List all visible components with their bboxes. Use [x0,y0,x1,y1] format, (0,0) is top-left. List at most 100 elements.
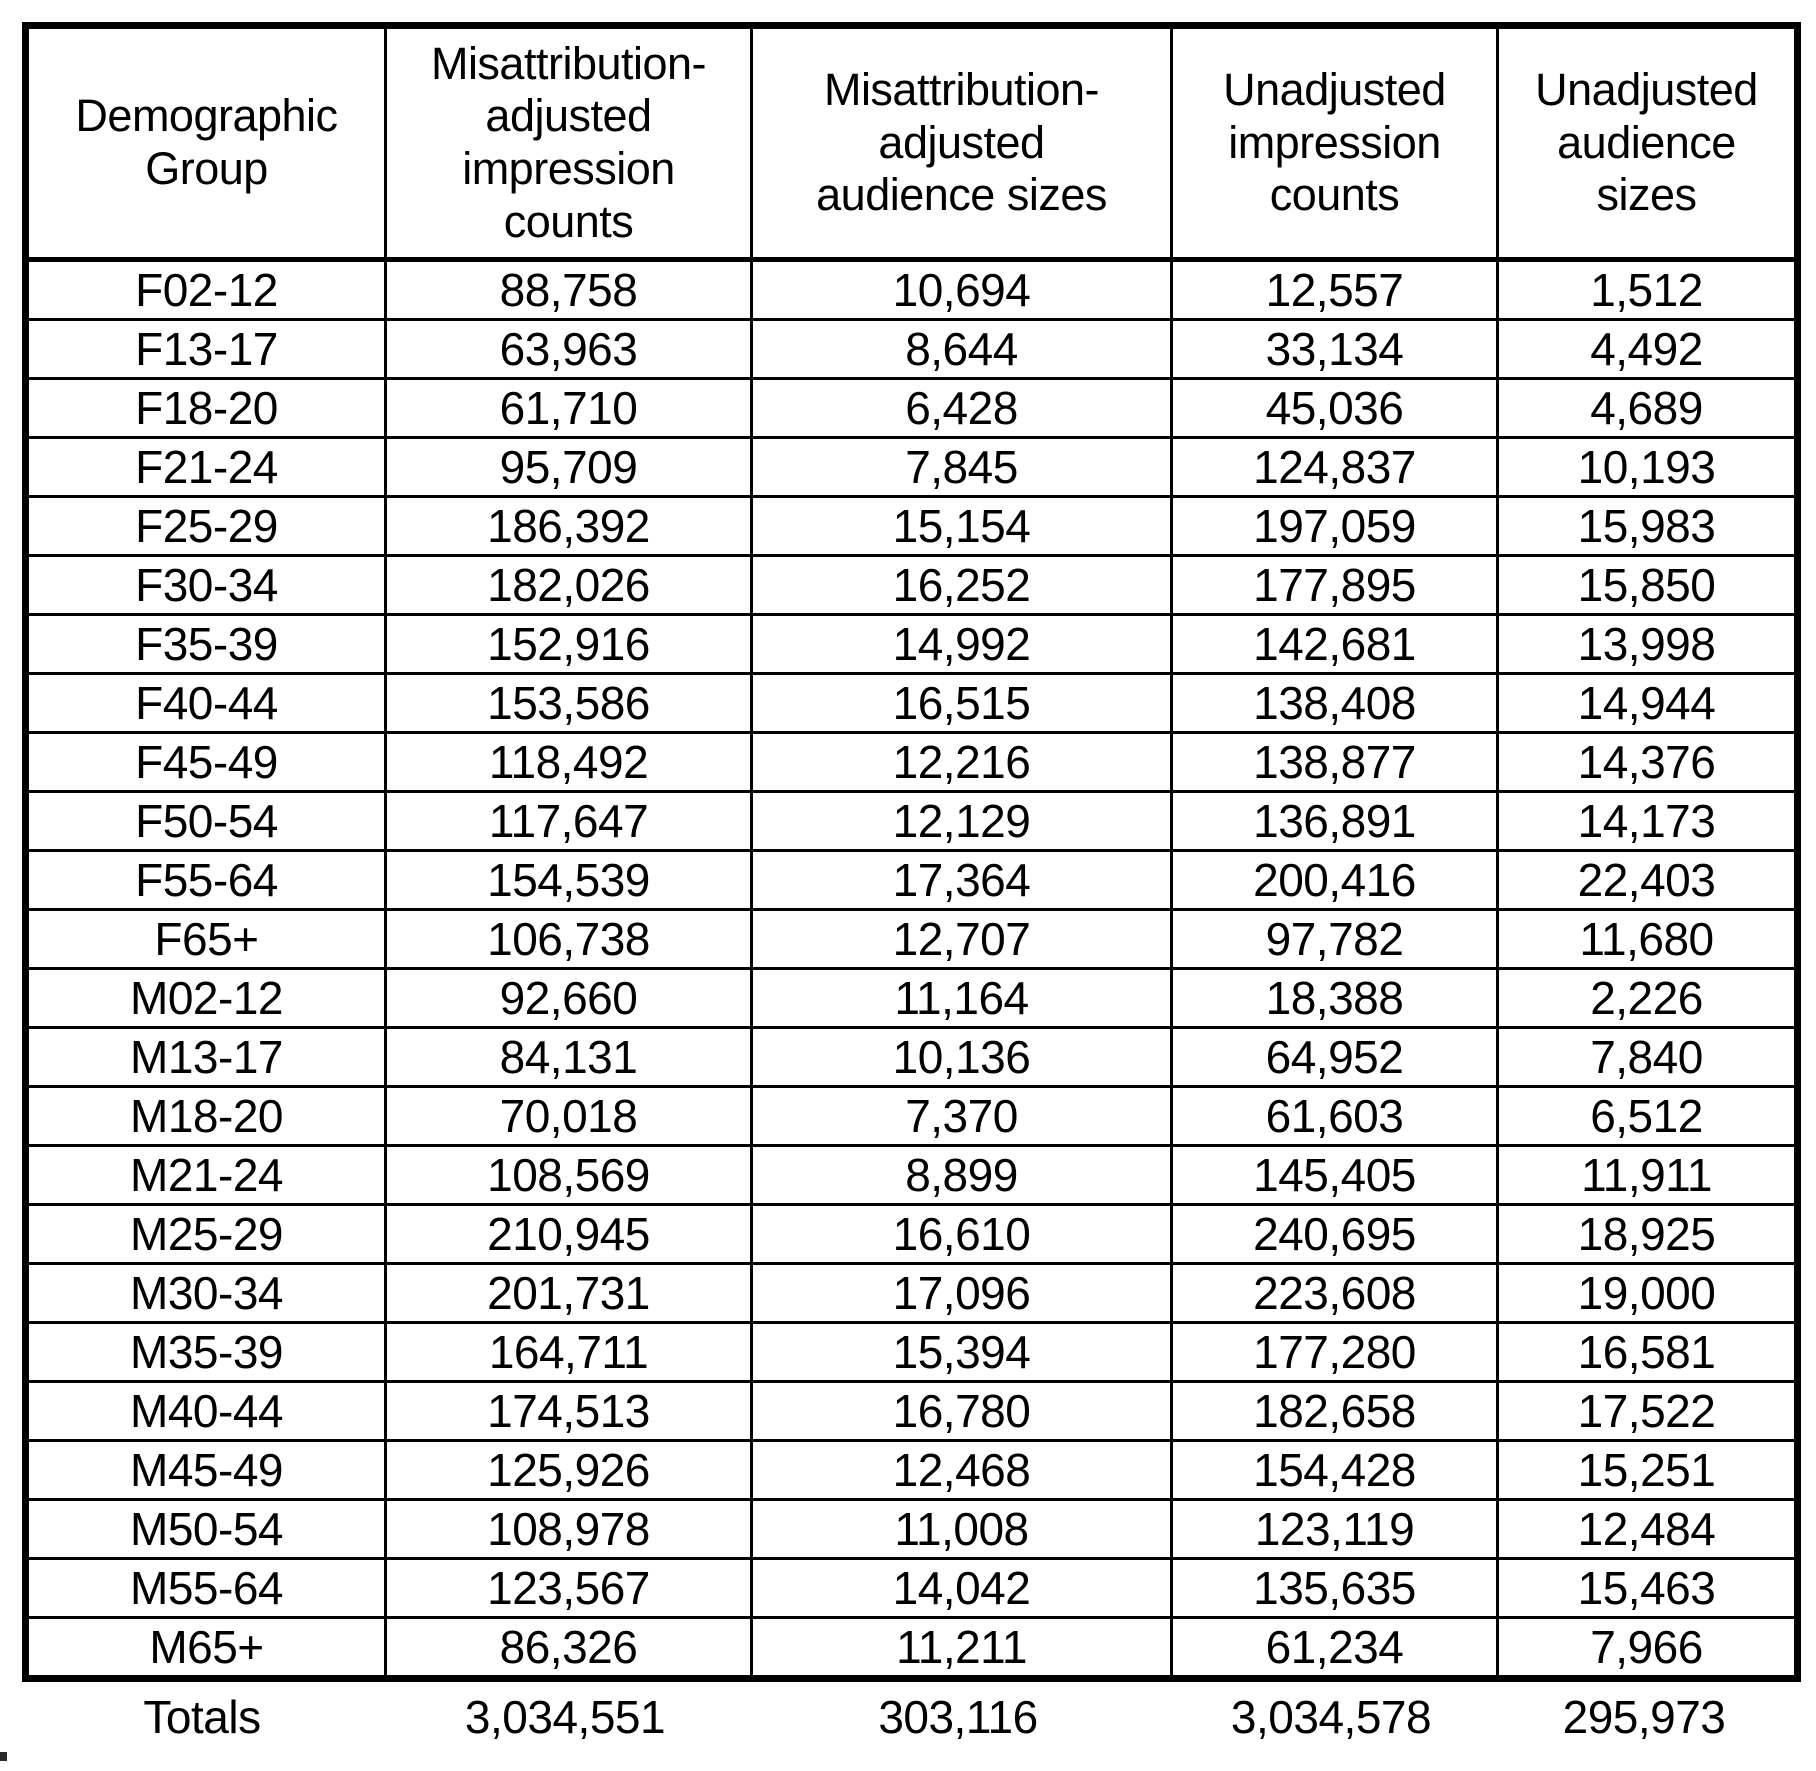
table-row: M21-24 108,569 8,899 145,405 11,911 [24,1144,1799,1206]
demographics-table: Demographic Group Misattribution- adjuste… [22,22,1801,1682]
totals-value: 3,034,551 [464,1691,666,1743]
cell-value: 223,608 [1170,1262,1499,1324]
cell-value: 97,782 [1170,908,1499,970]
cell-value: 10,694 [750,258,1173,321]
cell-value: 154,539 [384,849,753,911]
table-row: F21-24 95,709 7,845 124,837 10,193 [24,436,1799,498]
row-label: F40-44 [24,672,387,734]
row-label: M18-20 [24,1085,387,1147]
column-header: Unadjusted audience sizes [1496,24,1799,262]
cell-value: 17,522 [1496,1380,1799,1442]
table-row: M65+ 86,326 11,211 61,234 7,966 [24,1616,1799,1680]
totals-value: 295,973 [1562,1691,1726,1743]
cell-value: 11,164 [750,967,1173,1029]
cell-value: 63,963 [384,318,753,380]
cell-value: 135,635 [1170,1557,1499,1619]
table-row: F13-17 63,963 8,644 33,134 4,492 [24,318,1799,380]
cell-value: 14,042 [750,1557,1173,1619]
cell-value: 118,492 [384,731,753,793]
cell-value: 124,837 [1170,436,1499,498]
cell-value: 12,484 [1496,1498,1799,1560]
row-label: M13-17 [24,1026,387,1088]
table-row: M55-64 123,567 14,042 135,635 15,463 [24,1557,1799,1619]
cell-value: 8,644 [750,318,1173,380]
row-label: F21-24 [24,436,387,498]
cell-value: 7,840 [1496,1026,1799,1088]
cell-value: 11,911 [1496,1144,1799,1206]
row-label: F35-39 [24,613,387,675]
cell-value: 4,689 [1496,377,1799,439]
cell-value: 15,850 [1496,554,1799,616]
row-label: M02-12 [24,967,387,1029]
column-header: Misattribution- adjusted impression coun… [384,24,753,262]
table-row: M50-54 108,978 11,008 123,119 12,484 [24,1498,1799,1560]
column-header: Misattribution- adjusted audience sizes [750,24,1173,262]
cell-value: 84,131 [384,1026,753,1088]
cell-value: 61,710 [384,377,753,439]
table-row: F30-34 182,026 16,252 177,895 15,850 [24,554,1799,616]
cell-value: 14,376 [1496,731,1799,793]
row-label: F55-64 [24,849,387,911]
cell-value: 154,428 [1170,1439,1499,1501]
cell-value: 108,978 [384,1498,753,1560]
table-row: F02-12 88,758 10,694 12,557 1,512 [24,258,1799,321]
table-row: F45-49 118,492 12,216 138,877 14,376 [24,731,1799,793]
row-label: F18-20 [24,377,387,439]
cell-value: 11,211 [750,1616,1173,1680]
table-row: M35-39 164,711 15,394 177,280 16,581 [24,1321,1799,1383]
cell-value: 15,154 [750,495,1173,557]
totals-label: Totals [143,1691,261,1743]
cell-value: 12,468 [750,1439,1173,1501]
row-label: M40-44 [24,1380,387,1442]
row-label: M65+ [24,1616,387,1680]
table-row: M45-49 125,926 12,468 154,428 15,251 [24,1439,1799,1501]
cell-value: 117,647 [384,790,753,852]
table-body: F02-12 88,758 10,694 12,557 1,512 F13-17 63,96… [24,258,1799,1680]
cell-value: 14,944 [1496,672,1799,734]
cell-value: 15,251 [1496,1439,1799,1501]
cell-value: 16,780 [750,1380,1173,1442]
cell-value: 123,567 [384,1557,753,1619]
cell-value: 64,952 [1170,1026,1499,1088]
row-label: F02-12 [24,258,387,321]
cell-value: 164,711 [384,1321,753,1383]
row-label: M55-64 [24,1557,387,1619]
table-row: M30-34 201,731 17,096 223,608 19,000 [24,1262,1799,1324]
row-label: M45-49 [24,1439,387,1501]
cell-value: 12,129 [750,790,1173,852]
cell-value: 15,463 [1496,1557,1799,1619]
cell-value: 13,998 [1496,613,1799,675]
table-row: F18-20 61,710 6,428 45,036 4,689 [24,377,1799,439]
cell-value: 33,134 [1170,318,1499,380]
scan-artifact-mark [0,1752,7,1761]
cell-value: 240,695 [1170,1203,1499,1265]
row-label: F25-29 [24,495,387,557]
cell-value: 12,557 [1170,258,1499,321]
cell-value: 15,394 [750,1321,1173,1383]
cell-value: 136,891 [1170,790,1499,852]
table-row: M02-12 92,660 11,164 18,388 2,226 [24,967,1799,1029]
row-label: M50-54 [24,1498,387,1560]
cell-value: 11,008 [750,1498,1173,1560]
row-label: F30-34 [24,554,387,616]
cell-value: 182,658 [1170,1380,1499,1442]
cell-value: 14,173 [1496,790,1799,852]
cell-value: 2,226 [1496,967,1799,1029]
header-row: Demographic Group Misattribution- adjuste… [24,24,1799,262]
cell-value: 61,603 [1170,1085,1499,1147]
column-header: Unadjusted impression counts [1170,24,1499,262]
cell-value: 10,193 [1496,436,1799,498]
cell-value: 19,000 [1496,1262,1799,1324]
cell-value: 12,216 [750,731,1173,793]
cell-value: 61,234 [1170,1616,1499,1680]
cell-value: 15,983 [1496,495,1799,557]
row-label: M35-39 [24,1321,387,1383]
row-label: M21-24 [24,1144,387,1206]
cell-value: 1,512 [1496,258,1799,321]
cell-value: 177,280 [1170,1321,1499,1383]
row-label: M30-34 [24,1262,387,1324]
cell-value: 11,680 [1496,908,1799,970]
cell-value: 17,096 [750,1262,1173,1324]
cell-value: 86,326 [384,1616,753,1680]
table-row: F55-64 154,539 17,364 200,416 22,403 [24,849,1799,911]
